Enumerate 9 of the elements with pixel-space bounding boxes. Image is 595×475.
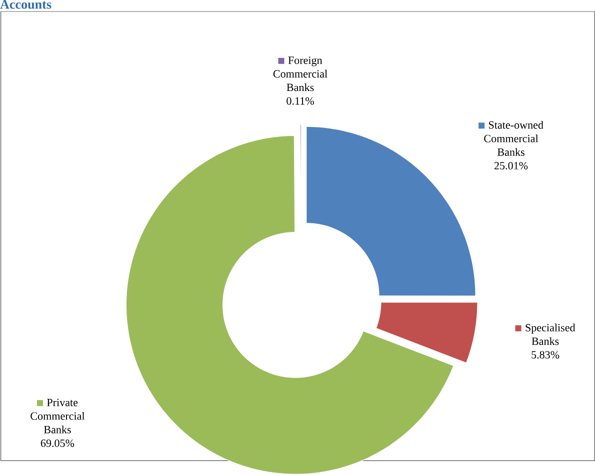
legend-label: Specialised Banks bbox=[526, 324, 576, 346]
data-label: 0.11% bbox=[286, 97, 314, 105]
data-label: 5.83% bbox=[532, 351, 560, 359]
legend-label: Foreign Commercial Banks bbox=[273, 56, 328, 92]
data-label: 25.01% bbox=[494, 162, 528, 170]
chart-title: Accounts bbox=[0, 0, 52, 9]
legend-label: Private Commercial Banks bbox=[30, 398, 85, 434]
data-label: 69.05% bbox=[40, 440, 74, 448]
legend-label: State-owned Commercial Banks bbox=[484, 121, 544, 156]
